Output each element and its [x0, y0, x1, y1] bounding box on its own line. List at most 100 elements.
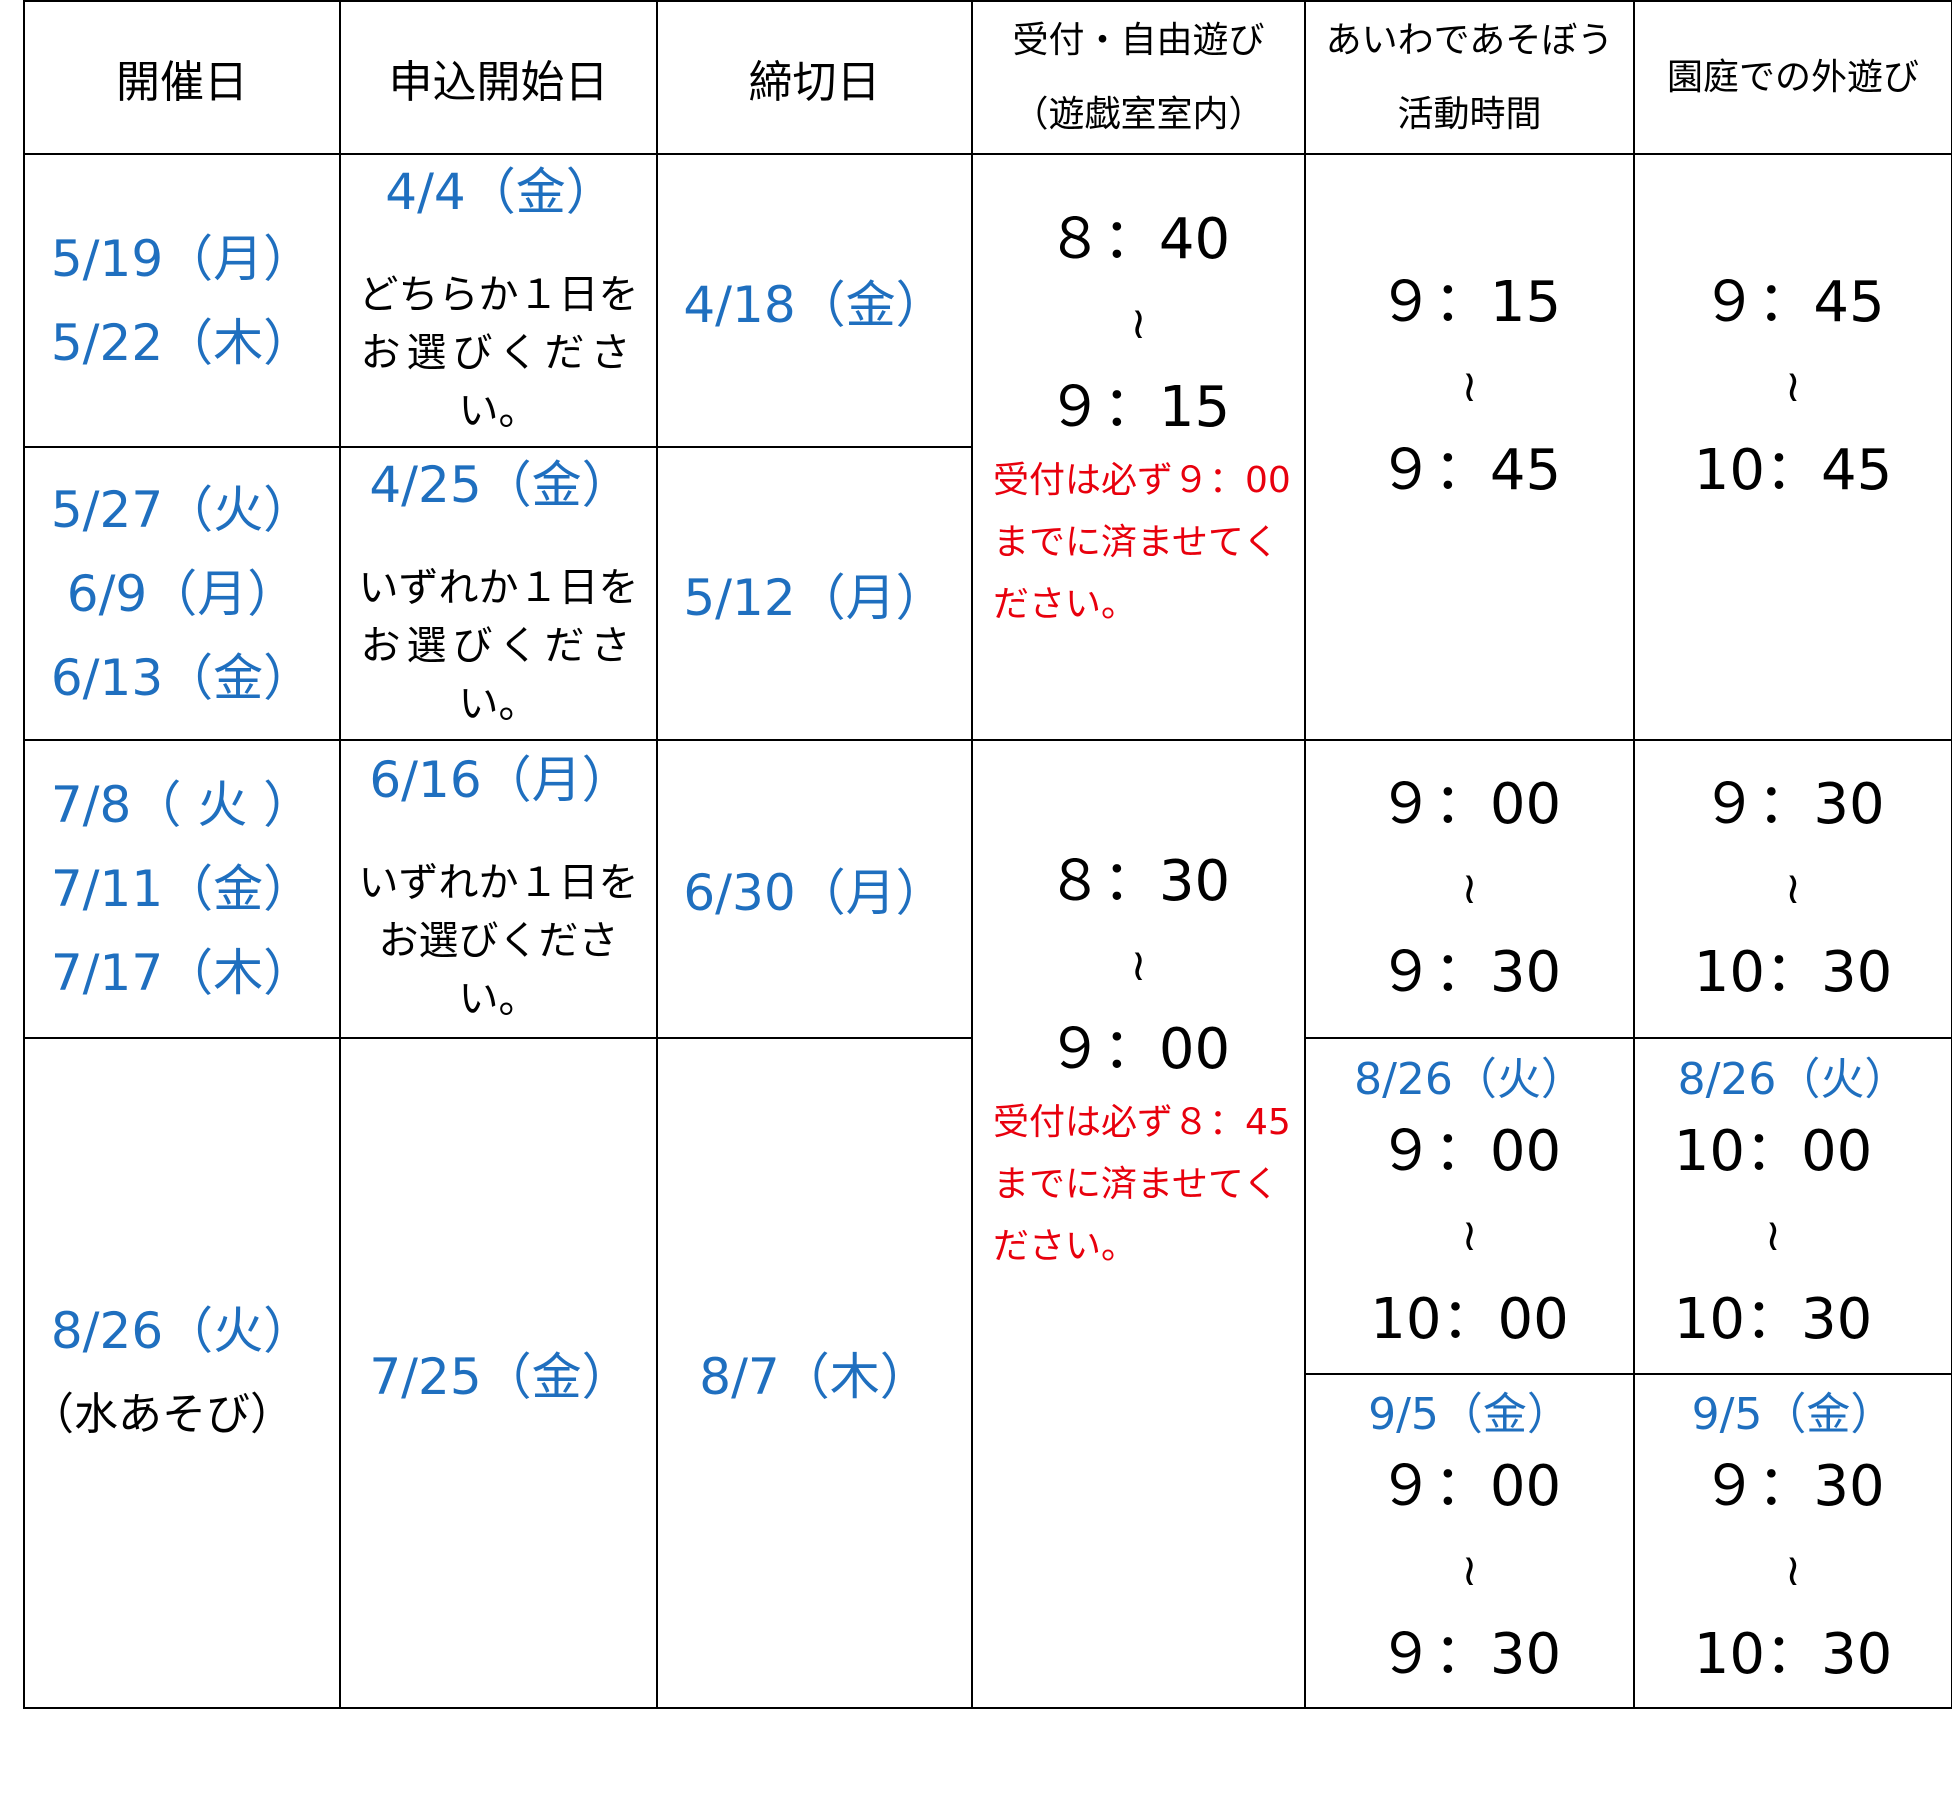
apply-start-cell: 6/16（月） いずれか１日を お選びくださ い。 [339, 739, 658, 1039]
garden-start: ９：30 [1701, 772, 1885, 837]
header-activity-line2: 活動時間 [1397, 93, 1542, 135]
deadline-date: 5/12（月） [683, 568, 946, 627]
garden-end: 10：45 [1693, 438, 1893, 503]
header-row: 開催日 申込開始日 締切日 受付・自由遊び （遊戯室室内） あいわであそぼう 活… [23, 0, 1952, 155]
header-reception: 受付・自由遊び （遊戯室室内） [971, 0, 1306, 155]
activity-time: ９：00 ≀ 10：00 [1306, 1110, 1633, 1362]
apply-start-cell: 4/4（金） どちらか１日を お選びくださ い。 [339, 153, 658, 448]
deadline-date: 6/30（月） [683, 864, 946, 922]
tilde-mark: ≀ [1130, 940, 1147, 991]
header-deadline: 締切日 [656, 0, 973, 155]
reception-note-line3: ださい。 [993, 584, 1138, 625]
table-row: 9/5（金） ９：00 ≀ ９：30 9/5（金） ９：30 ≀ 10：30 [24, 1373, 1952, 1709]
tilde-mark: ≀ [1764, 1210, 1782, 1261]
activity-cell: ９：00 ≀ ９：30 [1304, 739, 1635, 1039]
reception-time: ８：40 ≀ ９：15 [973, 198, 1304, 450]
deadline-cell: 4/18（金） [656, 153, 973, 448]
apply-start-date: 7/25（金） [369, 1348, 632, 1406]
apply-start-cell: 4/25（金） いずれか１日を お選びくださ い。 [339, 446, 658, 741]
tilde-mark: ≀ [1130, 298, 1147, 349]
header-date: 開催日 [23, 0, 341, 155]
tilde-mark: ≀ [1461, 1210, 1478, 1261]
table-row: 8/26（火） （水あそび） 7/25（金） 8/7（木） 8/26（火） ９：… [23, 1037, 1952, 1709]
reception-note-line1: 受付は必ず８：45 [993, 1102, 1291, 1143]
garden-time: ９：30 ≀ 10：30 [1635, 1445, 1951, 1697]
activity-end: ９：30 [1377, 940, 1562, 1005]
garden-time: ９：45 ≀ 10：45 [1635, 261, 1951, 513]
event-date: 5/27（火） [50, 480, 314, 539]
deadline-date: 4/18（金） [683, 275, 946, 334]
tilde-mark: ≀ [1784, 361, 1802, 412]
activity-end: ９：45 [1377, 438, 1562, 503]
reception-cell: ８：30 ≀ ９：00 受付は必ず８：45 までに済ませてく ださい。 [971, 739, 1306, 1709]
event-dates: 8/26（火） （水あそび） [23, 1037, 341, 1709]
event-date: 7/8（ 火 ） [50, 776, 314, 834]
reception-note-line2: までに済ませてく [993, 1164, 1279, 1205]
event-dates: 5/19（月） 5/22（木） [23, 153, 341, 448]
event-date: 6/13（金） [50, 648, 314, 707]
activity-start: ９：00 [1377, 1119, 1562, 1184]
event-dates: 7/8（ 火 ） 7/11（金） 7/17（木） [23, 739, 341, 1039]
garden-start: ９：45 [1701, 270, 1885, 335]
select-note-line3: い。 [458, 387, 539, 434]
table-row: 5/27（火） 6/9（月） 6/13（金） 4/25（金） いずれか１日を お… [23, 446, 1952, 741]
tilde-mark: ≀ [1461, 863, 1478, 914]
event-date: 5/19（月） [50, 229, 314, 288]
deadline-date: 8/7（木） [699, 1348, 930, 1406]
event-dates: 5/27（火） 6/9（月） 6/13（金） [23, 446, 341, 741]
water-play-label: （水あそび） [30, 1389, 294, 1440]
garden-cell: 9/5（金） ９：30 ≀ 10：30 [1633, 1373, 1952, 1709]
reception-start: ８：40 [1046, 207, 1231, 272]
select-note-line2: お選びくださ [360, 329, 637, 376]
header-activity-line1: あいわであそぼう [1325, 19, 1614, 61]
reception-start: ８：30 [1046, 849, 1231, 914]
header-reception-line2: （遊戯室室内） [1012, 93, 1265, 135]
event-date: 5/22（木） [50, 313, 314, 372]
activity-cell: ９：15 ≀ ９：45 [1304, 153, 1635, 741]
reception-cell: ８：40 ≀ ９：15 受付は必ず９：00 までに済ませてく ださい。 [971, 153, 1306, 741]
garden-cell: ９：30 ≀ 10：30 [1633, 739, 1952, 1039]
event-date: 7/17（木） [50, 944, 314, 1002]
tilde-mark: ≀ [1784, 1545, 1802, 1596]
garden-start: 10：00 [1673, 1119, 1873, 1184]
activity-time: ９：00 ≀ ９：30 [1306, 763, 1633, 1015]
reception-end: ９：15 [1046, 375, 1231, 440]
header-reception-line1: 受付・自由遊び [1012, 19, 1265, 61]
select-note-line2: お選びくださ [378, 918, 619, 964]
activity-start: ９：00 [1377, 1454, 1562, 1519]
select-note-line1: どちらか１日を [358, 271, 639, 318]
garden-end: 10：30 [1693, 1622, 1893, 1687]
reception-time: ８：30 ≀ ９：00 [973, 840, 1304, 1092]
schedule-table: 開催日 申込開始日 締切日 受付・自由遊び （遊戯室室内） あいわであそぼう 活… [23, 0, 1952, 1709]
table-row: 5/19（月） 5/22（木） 4/4（金） どちらか１日を お選びくださ い。… [23, 153, 1952, 741]
reception-note-line3: ださい。 [993, 1226, 1138, 1267]
event-date: 7/11（金） [50, 860, 314, 918]
reception-end: ９：00 [1046, 1017, 1231, 1082]
tilde-mark: ≀ [1461, 1545, 1478, 1596]
event-date: 8/26（火） [50, 1302, 314, 1360]
garden-date: 8/26（火） [1677, 1054, 1909, 1105]
activity-end: 10：00 [1370, 1287, 1569, 1352]
activity-date: 9/5（金） [1368, 1389, 1571, 1440]
garden-time: ９：30 ≀ 10：30 [1635, 763, 1951, 1015]
reception-note-line1: 受付は必ず９：00 [993, 460, 1291, 501]
select-note-line3: い。 [458, 976, 539, 1022]
garden-end: 10：30 [1693, 940, 1893, 1005]
garden-cell: 8/26（火） 10：00 ≀ 10：30 [1633, 1037, 1952, 1375]
select-note-line2: お選びくださ [360, 622, 637, 669]
garden-end: 10：30 [1673, 1287, 1873, 1352]
table-row: 7/8（ 火 ） 7/11（金） 7/17（木） 6/16（月） いずれか１日を… [23, 739, 1952, 1709]
deadline-cell: 8/7（木） [656, 1037, 973, 1709]
header-apply-start: 申込開始日 [339, 0, 658, 155]
reception-note-line2: までに済ませてく [993, 522, 1279, 563]
header-activity: あいわであそぼう 活動時間 [1304, 0, 1635, 155]
activity-end: ９：30 [1377, 1622, 1562, 1687]
apply-start-date: 4/25（金） [369, 455, 632, 514]
activity-date: 8/26（火） [1354, 1054, 1585, 1105]
garden-time: 10：00 ≀ 10：30 [1635, 1110, 1951, 1362]
activity-time: ９：15 ≀ ９：45 [1306, 261, 1633, 513]
select-note-line1: いずれか１日を [358, 860, 639, 906]
header-garden: 園庭での外遊び [1633, 0, 1952, 155]
tilde-mark: ≀ [1784, 863, 1802, 914]
activity-start: ９：15 [1377, 270, 1562, 335]
